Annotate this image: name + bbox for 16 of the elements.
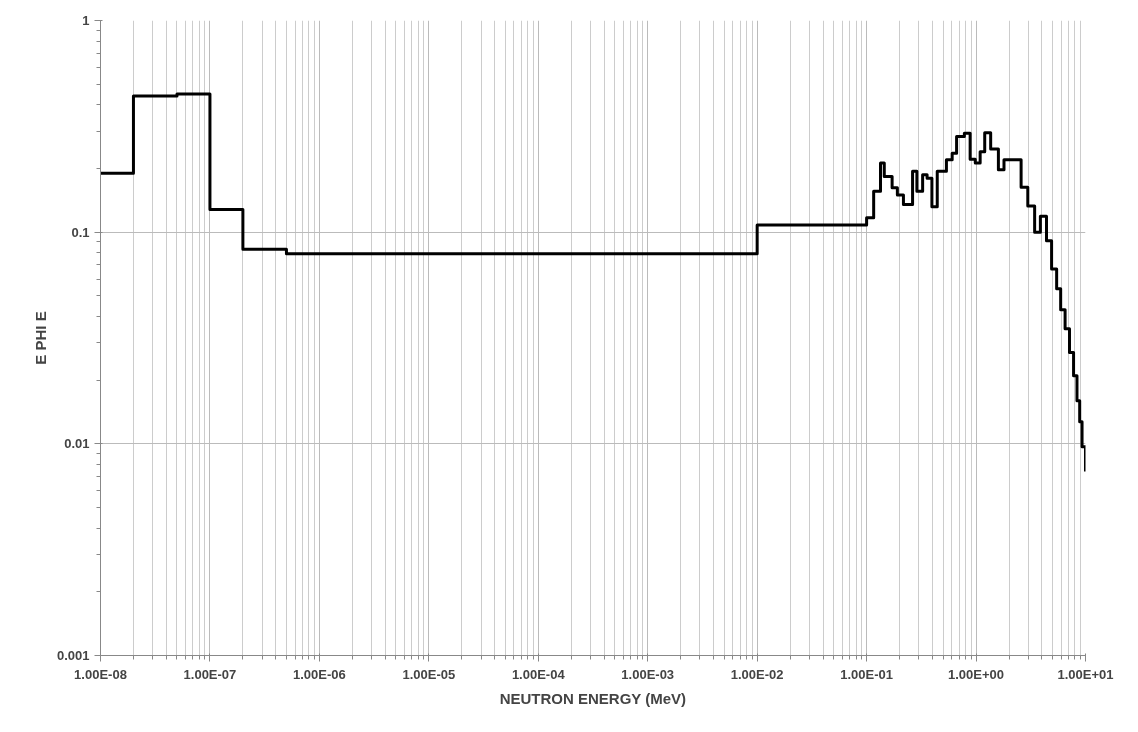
x-tick-label: 1.00E-04 (511, 666, 566, 682)
x-tick-label: 1.00E-07 (183, 666, 237, 682)
y-tick-label: 0.001 (56, 648, 90, 663)
y-tick-label: 0.01 (64, 436, 90, 452)
x-tick-label: 1.00E-01 (840, 666, 893, 682)
x-tick-label: 1.00E+00 (948, 666, 1005, 682)
x-tick-label: 1.00E-02 (730, 666, 784, 682)
y-tick-label: 1 (82, 13, 90, 28)
x-tick-label: 1.00E+01 (1057, 666, 1114, 682)
x-tick-label: 1.00E-06 (293, 666, 346, 682)
x-axis-title: NEUTRON ENERGY (MeV) (499, 689, 687, 707)
x-tick-label: 1.00E-08 (74, 666, 127, 682)
x-tick-label: 1.00E-03 (621, 666, 675, 682)
y-axis-title: E PHI E (31, 311, 49, 365)
y-tick-label: 0.1 (71, 224, 90, 240)
x-tick-label: 1.00E-05 (402, 666, 456, 682)
